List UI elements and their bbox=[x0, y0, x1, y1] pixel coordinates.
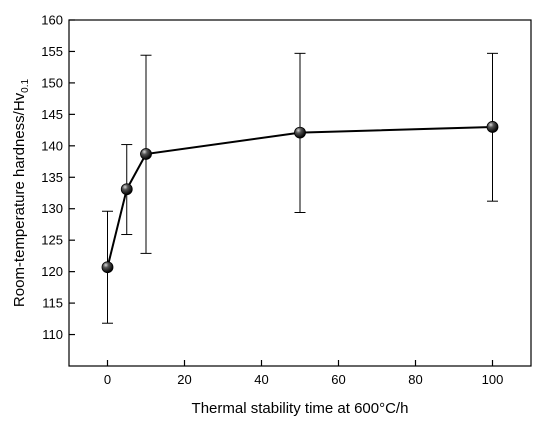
y-tick-label: 125 bbox=[41, 233, 63, 248]
data-point bbox=[140, 148, 152, 160]
error-bars bbox=[102, 52, 498, 324]
y-tick-label: 135 bbox=[41, 170, 63, 185]
y-tick-label: 145 bbox=[41, 107, 63, 122]
y-tick-label: 140 bbox=[41, 138, 63, 153]
data-point bbox=[486, 121, 499, 133]
x-axis-ticks: 0 20 40 60 80 100 bbox=[104, 360, 503, 387]
y-tick-label: 130 bbox=[41, 201, 63, 216]
data-point bbox=[294, 126, 306, 139]
x-tick-label: 0 bbox=[104, 372, 111, 387]
plot-frame bbox=[68, 19, 532, 367]
y-tick-label: 115 bbox=[42, 296, 63, 311]
y-axis-ticks: 110 115 120 125 130 135 140 145 150 155 160 bbox=[41, 13, 75, 342]
y-axis-label: Room-temperature hardness/Hv0.1 bbox=[11, 78, 31, 307]
y-tick-label: 160 bbox=[41, 13, 63, 28]
data-markers bbox=[101, 121, 499, 274]
x-axis-label: Thermal stability time at 600°C/h bbox=[192, 400, 409, 417]
x-tick-label: 100 bbox=[482, 372, 504, 387]
x-tick-label: 20 bbox=[177, 372, 191, 387]
y-tick-label: 150 bbox=[41, 75, 63, 90]
y-axis-label-main: Room-temperature hardness/Hv bbox=[11, 92, 28, 307]
x-tick-label: 60 bbox=[331, 372, 345, 387]
x-tick-label: 40 bbox=[254, 372, 268, 387]
data-point bbox=[101, 261, 114, 274]
y-axis-label-subscript: 0.1 bbox=[20, 78, 31, 92]
y-tick-label: 110 bbox=[42, 327, 63, 342]
data-point bbox=[120, 183, 133, 196]
y-tick-label: 120 bbox=[41, 264, 63, 279]
x-tick-label: 80 bbox=[408, 372, 422, 387]
y-tick-label: 155 bbox=[41, 44, 63, 59]
